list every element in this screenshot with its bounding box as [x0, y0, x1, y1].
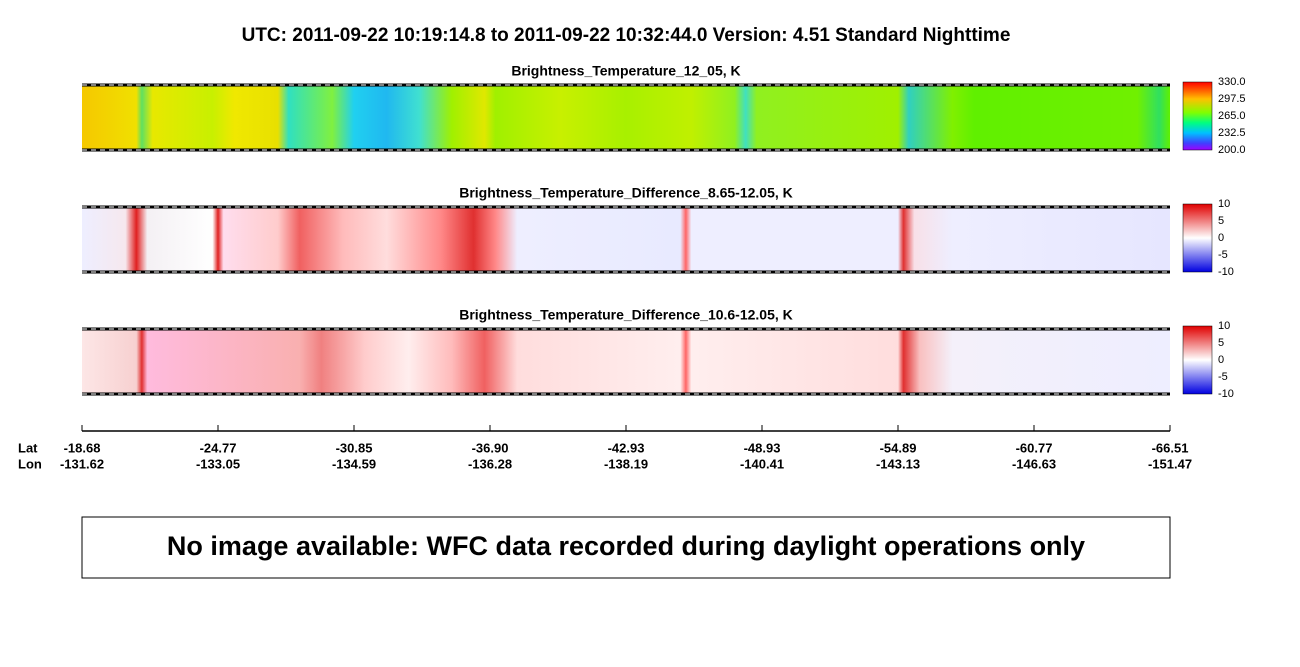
colorbar-label: -10: [1218, 266, 1234, 278]
colorbar-label: 0: [1218, 354, 1224, 366]
lat-tick-label: -54.89: [880, 440, 917, 455]
lon-tick-label: -151.47: [1148, 456, 1192, 471]
colorbar-label: 330.0: [1218, 76, 1246, 88]
lon-tick-label: -143.13: [876, 456, 920, 471]
colorbar-label: 0: [1218, 232, 1224, 244]
colorbar-label: -5: [1218, 249, 1228, 261]
colorbar-label: 5: [1218, 215, 1224, 227]
colorbar: [1182, 81, 1213, 151]
title: UTC: 2011-09-22 10:19:14.8 to 2011-09-22…: [242, 25, 1011, 46]
lon-tick-label: -134.59: [332, 456, 376, 471]
lon-tick-label: -131.62: [60, 456, 104, 471]
lat-tick-label: -30.85: [336, 440, 373, 455]
colorbar-label: 5: [1218, 337, 1224, 349]
panel-title: Brightness_Temperature_Difference_8.65-1…: [459, 185, 793, 201]
lat-tick-label: -18.68: [64, 440, 101, 455]
lon-tick-label: -133.05: [196, 456, 240, 471]
colorbar-label: 297.5: [1218, 93, 1246, 105]
lat-tick-label: -36.90: [472, 440, 509, 455]
lon-tick-label: -136.28: [468, 456, 512, 471]
colorbar-label: -5: [1218, 371, 1228, 383]
notice: No image available: WFC data recorded du…: [167, 531, 1085, 561]
lat-tick-label: -66.51: [1152, 440, 1189, 455]
colorbar-label: 232.5: [1218, 127, 1246, 139]
lat-tick-label: -24.77: [200, 440, 237, 455]
notice-box: [81, 516, 1171, 579]
colorbar-label: 10: [1218, 320, 1230, 332]
panel-title: Brightness_Temperature_Difference_10.6-1…: [459, 307, 793, 323]
lon-tick-label: -146.63: [1012, 456, 1056, 471]
image-strip: [82, 329, 1170, 394]
lon-tick-label: -138.19: [604, 456, 648, 471]
lat-tick-label: -42.93: [608, 440, 645, 455]
lat-label: Lat: [18, 440, 38, 455]
image-strip: [82, 85, 1170, 150]
image-strip: [82, 207, 1170, 272]
lon-tick-label: -140.41: [740, 456, 784, 471]
lat-tick-label: -60.77: [1016, 440, 1053, 455]
panel-title: Brightness_Temperature_12_05, K: [511, 63, 740, 79]
lon-label: Lon: [18, 456, 42, 471]
lat-tick-label: -48.93: [744, 440, 781, 455]
colorbar-label: -10: [1218, 388, 1234, 400]
colorbar: [1182, 203, 1213, 273]
colorbar-label: 200.0: [1218, 144, 1246, 156]
colorbar-label: 265.0: [1218, 110, 1246, 122]
colorbar: [1182, 325, 1213, 395]
colorbar-label: 10: [1218, 198, 1230, 210]
